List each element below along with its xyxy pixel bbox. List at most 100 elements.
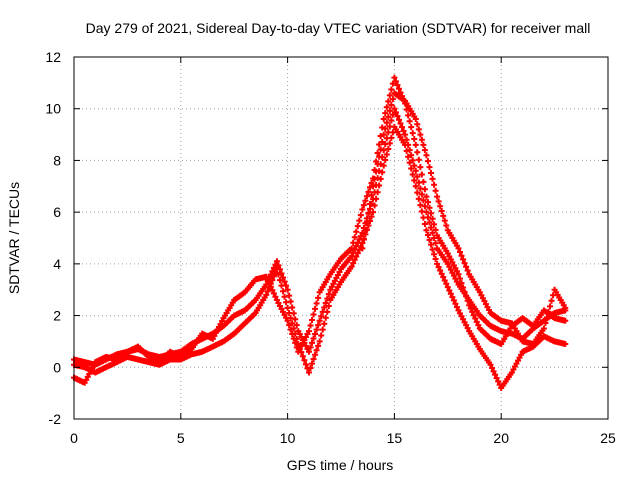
data-point [373, 168, 380, 175]
data-point [376, 182, 383, 189]
data-point [431, 251, 438, 258]
data-point [487, 361, 494, 368]
data-point [440, 274, 447, 281]
data-point [280, 274, 287, 281]
data-point [263, 273, 270, 280]
data-point [359, 206, 366, 213]
data-point [267, 271, 274, 278]
data-point [313, 300, 320, 307]
data-point [548, 297, 555, 304]
data-points [71, 74, 569, 391]
data-point [395, 116, 402, 123]
data-point [315, 294, 322, 301]
data-point [305, 328, 312, 335]
data-point [414, 189, 421, 196]
data-point [397, 120, 404, 127]
y-tick-label: 4 [53, 256, 61, 272]
data-point [293, 335, 300, 342]
data-point [362, 227, 369, 234]
data-point [397, 89, 404, 96]
data-point [414, 121, 421, 128]
data-point [426, 164, 433, 171]
data-point [286, 292, 293, 299]
data-point [354, 223, 361, 230]
data-point [299, 353, 306, 360]
data-point [406, 159, 413, 166]
data-point [374, 189, 381, 196]
data-point [281, 293, 288, 300]
data-point [376, 153, 383, 160]
data-point [286, 309, 293, 316]
data-point [350, 239, 357, 246]
data-point [264, 288, 271, 295]
data-point [380, 162, 387, 169]
data-point [380, 116, 387, 123]
data-point [353, 228, 360, 235]
data-point [435, 264, 442, 271]
data-point [290, 325, 297, 332]
data-point [359, 245, 366, 252]
data-point [379, 124, 386, 131]
data-point [278, 270, 285, 277]
data-point [421, 186, 428, 193]
data-point [429, 229, 436, 236]
data-point [409, 130, 416, 137]
data-point [412, 183, 419, 190]
data-point [461, 260, 468, 267]
data-point [267, 280, 274, 287]
data-point [460, 256, 467, 263]
data-point [420, 214, 427, 221]
data-point [562, 317, 569, 324]
data-point [365, 188, 372, 195]
data-point [292, 339, 299, 346]
data-point [312, 305, 319, 312]
data-point [466, 302, 473, 309]
data-point [408, 165, 415, 172]
data-point [450, 297, 457, 304]
data-point [449, 294, 456, 301]
y-tick-label: 12 [45, 49, 61, 65]
data-point [386, 107, 393, 114]
x-tick-label: 15 [387, 430, 403, 446]
data-point [351, 256, 358, 263]
data-point [446, 287, 453, 294]
data-point [562, 341, 569, 348]
data-point [472, 315, 479, 322]
data-point [371, 202, 378, 209]
data-point [371, 175, 378, 182]
data-point [315, 322, 322, 329]
data-point [350, 260, 357, 267]
data-point [351, 234, 358, 241]
data-point [469, 308, 476, 315]
data-point [379, 138, 386, 145]
data-point [307, 322, 314, 329]
data-point [455, 271, 462, 278]
data-point [316, 317, 323, 324]
data-point [388, 134, 395, 141]
data-point [321, 304, 328, 311]
data-point [318, 313, 325, 320]
data-point [405, 112, 412, 119]
data-point [412, 167, 419, 174]
data-point [377, 175, 384, 182]
data-point [402, 141, 409, 148]
data-point [356, 246, 363, 253]
data-point [490, 368, 497, 375]
data-point [270, 264, 277, 271]
x-tick-label: 5 [177, 430, 185, 446]
data-point [460, 284, 467, 291]
data-point [269, 268, 276, 275]
y-tick-label: 6 [53, 204, 61, 220]
data-point [421, 203, 428, 210]
data-point [319, 326, 326, 333]
data-point [423, 193, 430, 200]
data-point [272, 269, 279, 276]
data-point [354, 250, 361, 257]
data-point [388, 86, 395, 93]
data-point [431, 181, 438, 188]
data-point [543, 314, 550, 321]
y-axis-label: SDTVAR / TECUs [6, 182, 22, 294]
data-point [411, 177, 418, 184]
data-point [417, 164, 424, 171]
